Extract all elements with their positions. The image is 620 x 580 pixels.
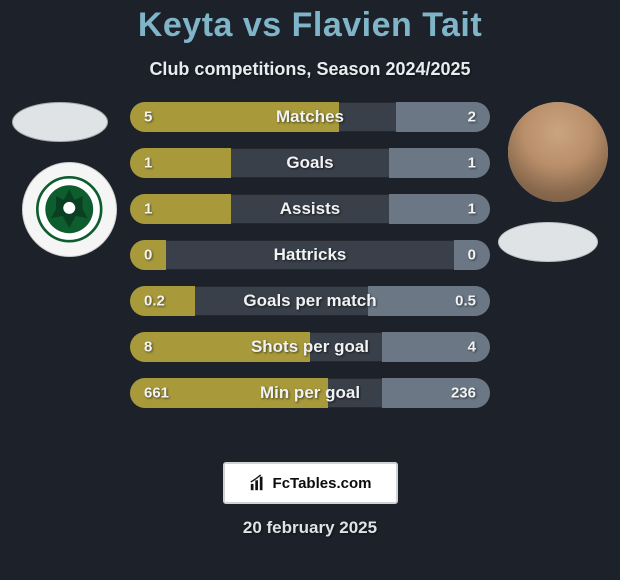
stat-value-p1: 0.2	[144, 293, 165, 310]
page-title: Keyta vs Flavien Tait	[0, 0, 620, 45]
stat-value-p2: 0	[468, 247, 476, 264]
stat-value-p1: 1	[144, 201, 152, 218]
stat-value-p1: 0	[144, 247, 152, 264]
stat-row: Min per goal661 236	[130, 378, 490, 408]
subtitle: Club competitions, Season 2024/2025	[0, 59, 620, 80]
stat-bars: Matches52Goals11Assists11Hattricks00Goal…	[130, 102, 490, 408]
stat-value-p2: 236	[451, 385, 476, 402]
stat-label: Goals per match	[130, 291, 490, 311]
stat-value-p1: 8	[144, 339, 152, 356]
player2-avatar	[508, 102, 608, 202]
stat-row: Assists1 1	[130, 194, 490, 224]
stat-value-p1: 661	[144, 385, 169, 402]
player1-club-badge	[22, 162, 117, 257]
player1-avatar	[12, 102, 108, 142]
stat-label: Assists	[130, 199, 490, 219]
konyaspor-crest-icon	[36, 176, 103, 243]
stat-value-p2: 1	[468, 155, 476, 172]
stat-label: Min per goal	[130, 383, 490, 403]
stat-label: Matches	[130, 107, 490, 127]
stat-label: Hattricks	[130, 245, 490, 265]
stat-value-p2: 2	[468, 109, 476, 126]
player2-club-badge	[498, 222, 598, 262]
chart-icon	[249, 474, 267, 492]
comparison-stage: Matches52Goals11Assists11Hattricks00Goal…	[0, 102, 620, 442]
stat-value-p1: 1	[144, 155, 152, 172]
stat-label: Shots per goal	[130, 337, 490, 357]
stat-row: Goals per match0.2 0.5	[130, 286, 490, 316]
stat-value-p2: 1	[468, 201, 476, 218]
brand-badge: FcTables.com	[223, 462, 398, 504]
brand-text: FcTables.com	[273, 475, 372, 492]
date-text: 20 february 2025	[0, 518, 620, 538]
stat-row: Shots per goal8 4	[130, 332, 490, 362]
player2-face-placeholder	[508, 102, 608, 202]
content: Keyta vs Flavien Tait Club competitions,…	[0, 0, 620, 580]
stat-value-p1: 5	[144, 109, 152, 126]
stat-value-p2: 4	[468, 339, 476, 356]
stat-row: Hattricks0 0	[130, 240, 490, 270]
stat-row: Goals1 1	[130, 148, 490, 178]
stat-row: Matches5 2	[130, 102, 490, 132]
stat-value-p2: 0.5	[455, 293, 476, 310]
stat-label: Goals	[130, 153, 490, 173]
